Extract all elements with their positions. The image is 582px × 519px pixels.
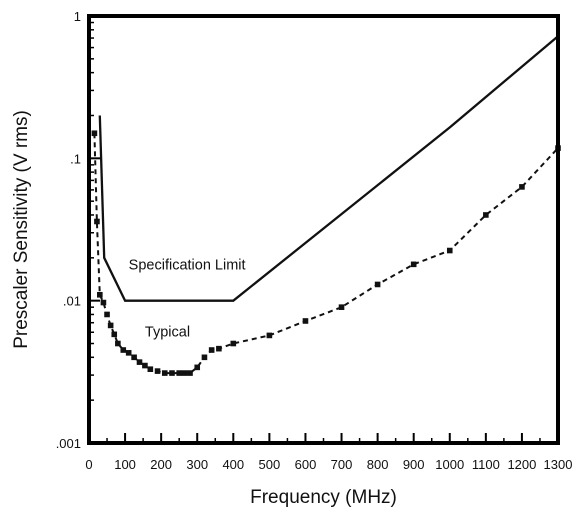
x-tick-label: 200 bbox=[150, 457, 172, 472]
data-point-typical bbox=[104, 311, 110, 318]
annotation-specification-limit: Specification Limit bbox=[129, 258, 246, 274]
y-tick-label: .001 bbox=[56, 436, 81, 451]
series-layer bbox=[91, 35, 561, 376]
data-point-typical bbox=[131, 354, 137, 361]
x-axis-title: Frequency (MHz) bbox=[250, 487, 397, 508]
x-tick-label: 700 bbox=[331, 457, 353, 472]
x-tick-label: 300 bbox=[186, 457, 208, 472]
data-point-typical bbox=[230, 340, 237, 347]
x-tick-labels: 0 100 200 300 400 500 600 700 800 900 1000 1100 1200… bbox=[85, 457, 572, 472]
y-tick-label: 1 bbox=[74, 9, 81, 24]
data-point-typical bbox=[201, 354, 208, 361]
data-point-typical bbox=[142, 362, 148, 369]
data-point-typical bbox=[338, 304, 345, 310]
annotations: Specification Limit Typical bbox=[129, 258, 246, 341]
data-point-typical bbox=[194, 364, 201, 371]
x-tick-label: 800 bbox=[367, 457, 389, 472]
data-point-typical bbox=[374, 281, 381, 288]
data-point-typical bbox=[519, 184, 525, 190]
y-tick-labels: .001 .01 .1 1 bbox=[56, 9, 81, 451]
x-tick-label: 1300 bbox=[544, 457, 573, 472]
x-tick-label: 1100 bbox=[472, 457, 500, 472]
annotation-typical: Typical bbox=[145, 325, 190, 341]
y-tick-label: .01 bbox=[63, 294, 81, 309]
data-point-typical bbox=[154, 368, 161, 374]
x-tick-label: 100 bbox=[114, 457, 136, 472]
data-point-typical bbox=[125, 350, 132, 356]
data-point-typical bbox=[147, 366, 154, 372]
data-point-typical bbox=[94, 218, 100, 225]
y-axis-title: Prescaler Sensitivity (V rms) bbox=[11, 110, 32, 349]
data-point-typical bbox=[208, 347, 215, 353]
x-tick-label: 0 bbox=[85, 457, 92, 472]
data-point-typical bbox=[216, 345, 222, 352]
data-point-typical bbox=[483, 212, 489, 218]
series-line-specification-limit bbox=[98, 35, 559, 302]
x-tick-label: 1200 bbox=[507, 457, 536, 472]
data-point-typical bbox=[266, 332, 273, 339]
data-point-typical bbox=[136, 359, 143, 365]
data-point-typical bbox=[181, 370, 188, 376]
data-point-typical bbox=[161, 370, 168, 376]
x-tick-label: 900 bbox=[403, 457, 425, 472]
data-point-typical bbox=[115, 340, 121, 347]
axis-minor-ticks bbox=[89, 21, 541, 443]
x-tick-label: 1000 bbox=[435, 457, 464, 472]
data-point-typical bbox=[176, 370, 182, 376]
data-point-typical bbox=[97, 291, 103, 298]
data-point-typical bbox=[446, 247, 453, 254]
x-tick-label: 600 bbox=[295, 457, 317, 472]
data-point-typical bbox=[410, 261, 417, 268]
y-tick-label: .1 bbox=[70, 151, 81, 166]
data-point-typical bbox=[107, 322, 114, 329]
data-point-typical bbox=[187, 370, 193, 376]
data-point-typical bbox=[302, 318, 309, 324]
plot-frame bbox=[87, 14, 560, 445]
data-point-typical bbox=[169, 370, 175, 376]
data-point-typical bbox=[100, 299, 107, 306]
x-tick-label: 500 bbox=[259, 457, 281, 472]
x-tick-label: 400 bbox=[222, 457, 244, 472]
data-point-typical bbox=[91, 130, 98, 137]
data-point-typical bbox=[120, 347, 127, 353]
series-line-typical bbox=[93, 133, 559, 375]
data-point-typical bbox=[111, 331, 118, 338]
